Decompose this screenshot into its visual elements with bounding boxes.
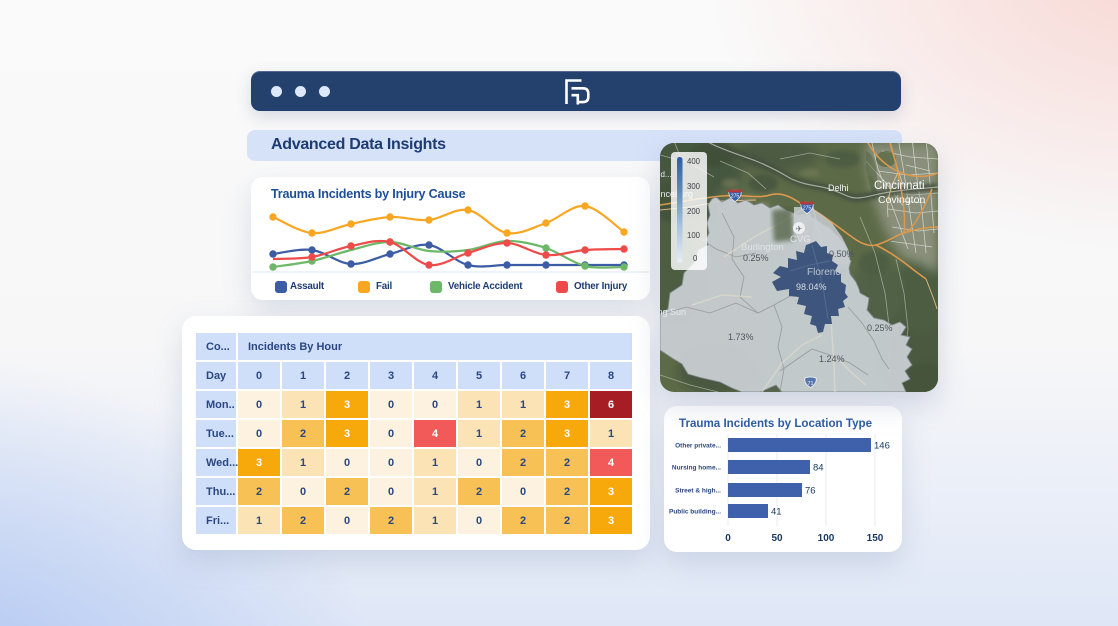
svg-text:71: 71 [807,381,813,387]
svg-text:146: 146 [874,441,890,452]
svg-text:41: 41 [771,507,782,518]
svg-text:sing Sun: sing Sun [660,307,686,317]
svg-text:98.04%: 98.04% [796,282,827,292]
svg-text:Cincinnati: Cincinnati [874,180,925,192]
svg-text:1.24%: 1.24% [819,354,845,364]
svg-text:0.50%: 0.50% [829,249,855,259]
svg-text:300: 300 [687,182,701,191]
svg-text:0.25%: 0.25% [867,323,893,333]
svg-text:Delhi: Delhi [828,183,849,193]
svg-text:nd...: nd... [660,170,672,179]
svg-text:84: 84 [813,463,824,474]
svg-text:✈: ✈ [796,225,803,234]
svg-text:76: 76 [805,486,816,497]
svg-text:1.73%: 1.73% [728,332,754,342]
svg-text:275: 275 [731,194,740,200]
svg-text:100: 100 [818,533,835,544]
svg-text:Public building...: Public building... [669,509,721,516]
svg-text:CVG: CVG [790,234,811,245]
svg-text:Street & high...: Street & high... [675,488,721,495]
svg-text:400: 400 [687,157,701,166]
svg-text:50: 50 [771,533,783,544]
svg-text:100: 100 [687,231,701,240]
svg-text:150: 150 [867,533,884,544]
svg-text:Covington: Covington [878,194,925,206]
svg-text:Nursing home...: Nursing home... [672,465,721,472]
svg-text:200: 200 [687,207,701,216]
svg-text:0: 0 [725,533,731,544]
svg-text:0.25%: 0.25% [743,253,769,263]
svg-text:Florence: Florence [807,267,846,278]
svg-text:Other private...: Other private... [675,443,721,450]
svg-text:275: 275 [803,206,812,212]
svg-text:Burlington: Burlington [741,242,784,253]
svg-text:0: 0 [693,254,698,263]
